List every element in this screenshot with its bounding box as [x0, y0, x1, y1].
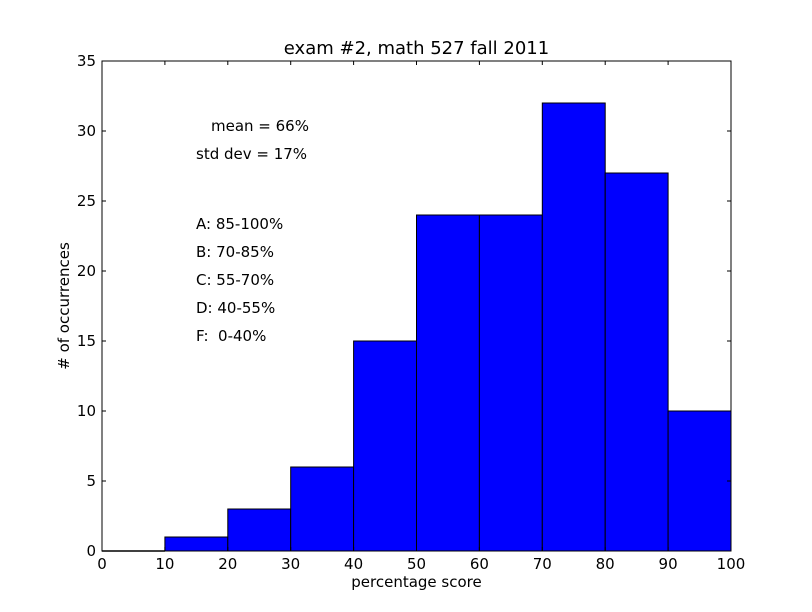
histogram-bar [164, 536, 229, 552]
y-tick-label: 25 [77, 192, 96, 210]
x-tick-label: 70 [533, 555, 552, 573]
y-tick-label: 5 [86, 472, 96, 490]
annotation-std-dev: std dev = 17% [196, 145, 307, 163]
x-tick-label: 10 [155, 555, 174, 573]
histogram-bar [667, 410, 732, 552]
y-axis-label: # of occurrences [55, 242, 73, 370]
annotation-grade-b: B: 70-85% [196, 243, 274, 261]
y-tick-label: 0 [86, 542, 96, 560]
histogram-bar [290, 466, 355, 552]
histogram-bar [478, 214, 543, 552]
x-tick-label: 80 [596, 555, 615, 573]
y-tick-label: 10 [77, 402, 96, 420]
annotation-mean: mean = 66% [211, 117, 309, 135]
bars-group [102, 102, 732, 552]
y-tick-label: 20 [77, 262, 96, 280]
annotation-grade-c: C: 55-70% [196, 271, 274, 289]
histogram-bar [604, 172, 669, 552]
y-ticks-group: 0 5 10 15 20 25 30 35 [77, 52, 731, 560]
x-tick-label: 40 [344, 555, 363, 573]
chart-title: exam #2, math 527 fall 2011 [284, 38, 549, 59]
x-axis-label: percentage score [351, 573, 481, 591]
histogram-bar [416, 214, 480, 552]
histogram-bar [227, 508, 292, 552]
histogram-bar [541, 102, 606, 552]
x-tick-label: 30 [281, 555, 300, 573]
x-ticks-group: 0 10 20 30 40 50 60 70 80 90 100 [97, 61, 745, 573]
x-tick-label: 20 [218, 555, 237, 573]
x-tick-label: 90 [659, 555, 678, 573]
y-tick-label: 35 [77, 52, 96, 70]
histogram-bar [353, 340, 418, 552]
annotation-grade-d: D: 40-55% [196, 299, 275, 317]
annotation-grade-a: A: 85-100% [196, 215, 283, 233]
y-tick-label: 15 [77, 332, 96, 350]
x-tick-label: 100 [717, 555, 746, 573]
annotation-grade-f: F: 0-40% [196, 327, 266, 345]
x-tick-label: 50 [407, 555, 426, 573]
x-tick-label: 60 [470, 555, 489, 573]
y-tick-label: 30 [77, 122, 96, 140]
x-tick-label: 0 [97, 555, 107, 573]
